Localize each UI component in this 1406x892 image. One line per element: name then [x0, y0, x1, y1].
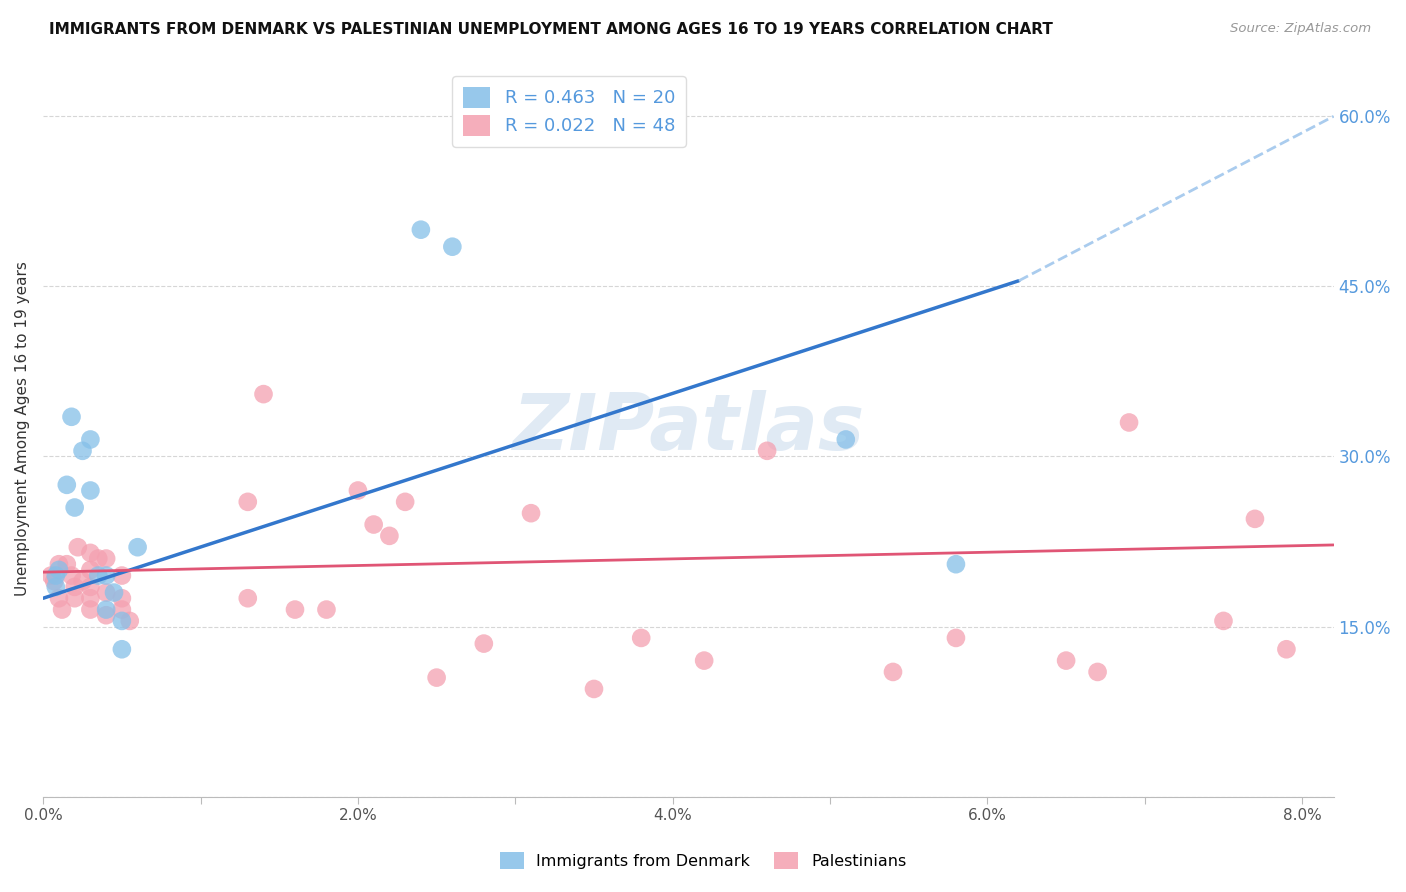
Point — [63, 580, 86, 594]
Point — [94, 602, 117, 616]
Point — [79, 591, 101, 606]
Point — [48, 563, 70, 577]
Point — [945, 558, 967, 572]
Point — [44, 574, 66, 589]
Point — [79, 546, 101, 560]
Point — [1212, 614, 1234, 628]
Text: IMMIGRANTS FROM DENMARK VS PALESTINIAN UNEMPLOYMENT AMONG AGES 16 TO 19 YEARS CO: IMMIGRANTS FROM DENMARK VS PALESTINIAN U… — [49, 22, 1053, 37]
Point — [520, 506, 543, 520]
Point — [66, 540, 89, 554]
Point — [378, 529, 401, 543]
Point — [315, 602, 337, 616]
Point — [236, 591, 259, 606]
Point — [56, 558, 79, 572]
Point — [103, 585, 125, 599]
Point — [63, 500, 86, 515]
Point — [347, 483, 370, 498]
Point — [111, 568, 134, 582]
Legend: Immigrants from Denmark, Palestinians: Immigrants from Denmark, Palestinians — [494, 846, 912, 875]
Point — [284, 602, 307, 616]
Point — [111, 642, 134, 657]
Point — [693, 654, 716, 668]
Point — [472, 637, 495, 651]
Point — [45, 568, 67, 582]
Point — [127, 540, 149, 554]
Point — [39, 568, 62, 582]
Point — [1244, 512, 1267, 526]
Point — [79, 483, 101, 498]
Point — [79, 433, 101, 447]
Point — [94, 551, 117, 566]
Point — [72, 574, 94, 589]
Point — [1087, 665, 1109, 679]
Point — [582, 681, 605, 696]
Text: ZIPatlas: ZIPatlas — [512, 390, 865, 467]
Point — [756, 443, 779, 458]
Point — [48, 558, 70, 572]
Point — [111, 614, 134, 628]
Point — [45, 580, 67, 594]
Point — [48, 591, 70, 606]
Point — [441, 240, 464, 254]
Point — [87, 551, 110, 566]
Point — [94, 585, 117, 599]
Legend: R = 0.463   N = 20, R = 0.022   N = 48: R = 0.463 N = 20, R = 0.022 N = 48 — [453, 76, 686, 146]
Point — [60, 568, 83, 582]
Point — [252, 387, 274, 401]
Point — [51, 602, 73, 616]
Point — [72, 443, 94, 458]
Point — [363, 517, 385, 532]
Point — [111, 591, 134, 606]
Point — [79, 602, 101, 616]
Point — [945, 631, 967, 645]
Text: Source: ZipAtlas.com: Source: ZipAtlas.com — [1230, 22, 1371, 36]
Point — [236, 495, 259, 509]
Point — [630, 631, 652, 645]
Point — [63, 591, 86, 606]
Point — [426, 671, 449, 685]
Point — [118, 614, 141, 628]
Point — [882, 665, 904, 679]
Point — [409, 223, 432, 237]
Point — [1118, 416, 1140, 430]
Point — [79, 563, 101, 577]
Y-axis label: Unemployment Among Ages 16 to 19 years: Unemployment Among Ages 16 to 19 years — [15, 260, 30, 596]
Point — [394, 495, 416, 509]
Point — [1275, 642, 1298, 657]
Point — [835, 433, 858, 447]
Point — [56, 478, 79, 492]
Point — [60, 409, 83, 424]
Point — [94, 568, 117, 582]
Point — [111, 602, 134, 616]
Point — [87, 568, 110, 582]
Point — [94, 608, 117, 623]
Point — [1054, 654, 1077, 668]
Point — [79, 580, 101, 594]
